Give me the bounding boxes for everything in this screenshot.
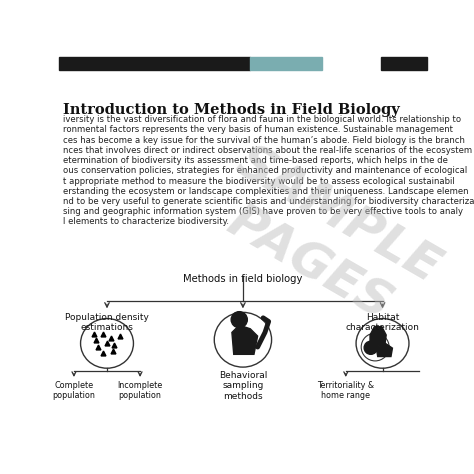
Text: nd to be very useful to generate scientific basis and understanding for biodiver: nd to be very useful to generate scienti… [63,197,474,206]
Text: erstanding the ecosystem or landscape complexities and their uniqueness. Landsca: erstanding the ecosystem or landscape co… [63,187,468,196]
Polygon shape [376,343,392,356]
Text: Introduction to Methods in Field Biology: Introduction to Methods in Field Biology [63,102,400,117]
Text: Population density
estimations: Population density estimations [65,313,149,332]
Bar [381,57,427,70]
Text: t appropriate method to measure the biodiversity would be to assess ecological s: t appropriate method to measure the biod… [63,177,455,186]
Text: Habitat
characterization: Habitat characterization [346,313,419,332]
Text: Complete
population: Complete population [53,381,95,400]
Text: SAMPLE
PAGES: SAMPLE PAGES [200,138,448,341]
Text: Behavioral
sampling
methods: Behavioral sampling methods [219,371,267,401]
Bar [59,57,250,70]
Text: Methods in field biology: Methods in field biology [183,274,302,284]
Text: ronmental factors represents the very basis of human existence. Sustainable mana: ronmental factors represents the very ba… [63,126,453,135]
Text: sing and geographic information system (GIS) have proven to be very effective to: sing and geographic information system (… [63,207,463,216]
Text: etermination of biodiversity its assessment and time-based reports, which helps : etermination of biodiversity its assessm… [63,156,448,165]
Text: iversity is the vast diversification of flora and fauna in the biological world.: iversity is the vast diversification of … [63,115,461,124]
Polygon shape [370,327,386,346]
Text: Incomplete
population: Incomplete population [118,381,163,400]
Circle shape [364,341,377,355]
Circle shape [231,311,247,328]
Text: ces has become a key issue for the survival of the human’s abode. Field biology : ces has become a key issue for the survi… [63,136,465,145]
Text: nces that involves direct or indirect observations about the real-life scenarios: nces that involves direct or indirect ob… [63,146,472,155]
Bar [250,57,322,70]
Text: ous conservation policies, strategies for enhanced productivity and maintenance : ous conservation policies, strategies fo… [63,166,467,175]
Text: l elements to characterize biodiversity.: l elements to characterize biodiversity. [63,218,229,227]
Polygon shape [232,325,258,355]
Text: Territoriality &
home range: Territoriality & home range [317,381,374,400]
